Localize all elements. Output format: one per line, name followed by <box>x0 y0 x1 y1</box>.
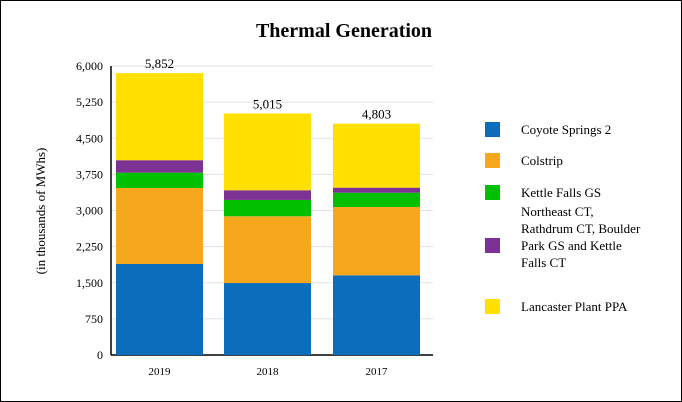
chart-title: Thermal Generation <box>256 20 432 42</box>
total-label: 5,852 <box>145 56 174 71</box>
bar-segment <box>224 190 311 200</box>
bar-segment <box>116 264 203 355</box>
bar-segment <box>333 123 420 188</box>
bar-segment <box>333 192 420 207</box>
legend-label: Kettle Falls GS <box>521 185 601 200</box>
y-tick-label: 3,000 <box>76 204 103 218</box>
bar-segment <box>116 160 203 173</box>
x-tick-label: 2017 <box>366 366 389 378</box>
y-tick-label: 3,750 <box>76 167 103 181</box>
legend-label: Coyote Springs 2 <box>521 122 611 137</box>
bar-segment <box>224 113 311 191</box>
bar-segment <box>116 172 203 188</box>
legend-swatch <box>485 299 500 314</box>
bar-segment <box>333 275 420 355</box>
bar-segment <box>224 283 311 355</box>
y-axis-label: (in thousands of MWhs) <box>33 148 48 275</box>
y-tick-label: 6,000 <box>76 59 103 73</box>
bar-segment <box>224 216 311 284</box>
legend-label: Lancaster Plant PPA <box>521 299 628 314</box>
y-tick-label: 0 <box>97 348 103 362</box>
x-tick-label: 2018 <box>257 366 280 378</box>
legend-swatch <box>485 185 500 200</box>
y-tick-label: 5,250 <box>76 95 103 109</box>
legend-swatch <box>485 238 500 253</box>
bar-segment <box>333 206 420 276</box>
bar-segment <box>116 73 203 161</box>
legend-label: Northeast CT, Rathdrum CT, Boulder Park GS… <box>521 204 641 270</box>
legend-swatch <box>485 122 500 137</box>
y-tick-label: 4,500 <box>76 131 103 145</box>
total-label: 4,803 <box>362 107 391 122</box>
x-tick-label: 2019 <box>149 366 172 378</box>
bar-segment <box>116 187 203 265</box>
y-tick-label: 2,250 <box>76 240 103 254</box>
legend-swatch <box>485 153 500 168</box>
y-tick-label: 1,500 <box>76 276 103 290</box>
total-label: 5,015 <box>253 96 282 111</box>
bar-segment <box>224 199 311 217</box>
y-tick-label: 750 <box>85 312 103 326</box>
bar-segment <box>333 187 420 193</box>
legend-label: Colstrip <box>521 153 563 168</box>
